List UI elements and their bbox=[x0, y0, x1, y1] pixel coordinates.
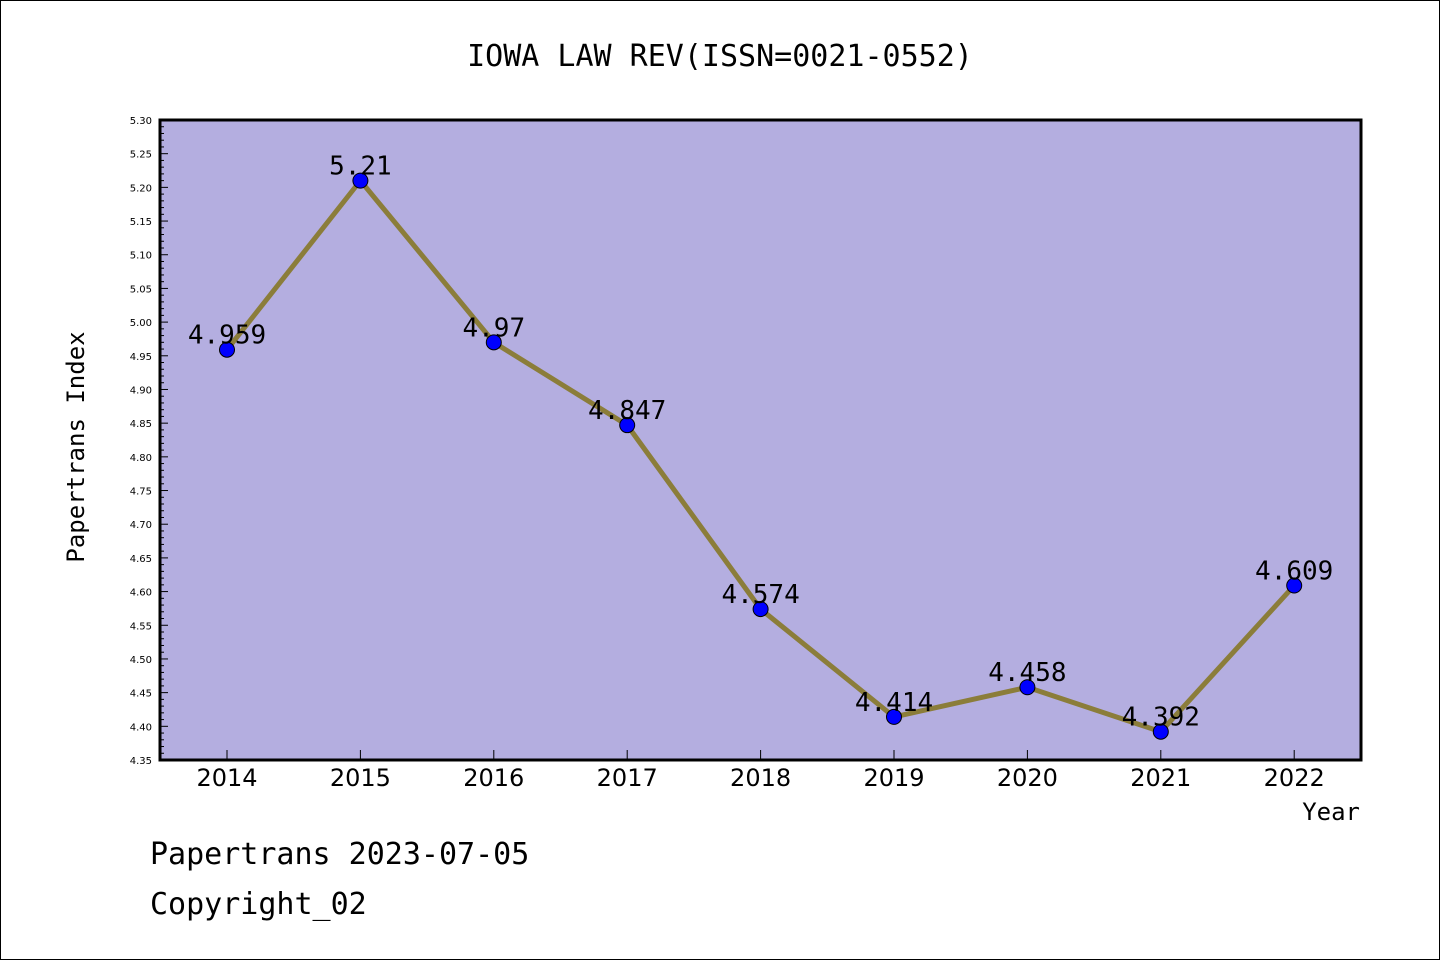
y-tick-label: 4.85 bbox=[130, 419, 152, 430]
x-tick-label: 2021 bbox=[1130, 764, 1191, 792]
chart-title: IOWA LAW REV(ISSN=0021-0552) bbox=[467, 39, 973, 74]
x-tick-label: 2018 bbox=[730, 764, 791, 792]
y-tick-label: 5.10 bbox=[130, 251, 152, 262]
data-point bbox=[619, 417, 636, 434]
y-tick-label: 5.15 bbox=[130, 217, 152, 228]
data-label: 4.574 bbox=[721, 580, 799, 610]
data-point bbox=[219, 341, 235, 358]
x-tick-label: 2022 bbox=[1264, 764, 1325, 792]
x-tick-label: 2015 bbox=[330, 764, 391, 792]
data-label: 4.97 bbox=[462, 313, 525, 343]
y-tick-label: 4.95 bbox=[130, 352, 152, 363]
data-point bbox=[352, 172, 369, 189]
data-point bbox=[485, 334, 502, 351]
y-tick-label: 4.55 bbox=[130, 621, 152, 632]
x-tick-label: 2020 bbox=[997, 764, 1058, 792]
y-tick-label: 5.20 bbox=[130, 183, 152, 194]
data-point bbox=[1286, 577, 1303, 594]
x-tick-label: 2017 bbox=[597, 764, 658, 792]
y-tick-label: 4.75 bbox=[130, 487, 152, 498]
x-tick-label: 2014 bbox=[196, 764, 257, 792]
data-label: 5.21 bbox=[329, 152, 392, 182]
y-tick-label: 4.70 bbox=[130, 520, 152, 531]
y-tick-label: 4.90 bbox=[130, 385, 152, 396]
data-label: 4.458 bbox=[988, 658, 1066, 688]
y-axis: 4.35 4.40 4.45 4.50 4.55 4.60 4.65 4.70 4.75 4.80… bbox=[130, 116, 168, 767]
y-tick-label: 4.80 bbox=[130, 453, 152, 464]
x-axis: 2014 2015 2016 2017 2018 2019 2020 2021 2022 bbox=[196, 750, 1325, 792]
y-tick-label: 4.45 bbox=[130, 689, 152, 700]
footer-date: Papertrans 2023-07-05 bbox=[150, 837, 529, 872]
data-label: 4.609 bbox=[1255, 557, 1333, 587]
data-label: 4.392 bbox=[1122, 703, 1200, 733]
y-tick-label: 5.00 bbox=[130, 318, 152, 329]
x-tick-label: 2019 bbox=[863, 764, 924, 792]
data-point bbox=[886, 708, 902, 725]
y-tick-label: 4.65 bbox=[130, 554, 152, 565]
series-layer: 4.959 5.21 4.97 4.847 4.574 4.414 4.458 4.392 4.… bbox=[188, 152, 1333, 740]
y-tick-label: 4.40 bbox=[130, 722, 152, 733]
data-point bbox=[752, 601, 769, 618]
data-label: 4.847 bbox=[588, 396, 666, 426]
y-axis-title: Papertrans Index bbox=[62, 331, 90, 562]
y-tick-label: 5.25 bbox=[130, 150, 152, 161]
data-label: 4.959 bbox=[188, 321, 266, 351]
x-tick-label: 2016 bbox=[463, 764, 524, 792]
y-tick-label: 5.05 bbox=[130, 284, 152, 295]
data-point bbox=[1019, 679, 1036, 696]
y-tick-label: 4.60 bbox=[130, 588, 152, 599]
plot-area bbox=[158, 118, 1363, 762]
data-point bbox=[1152, 723, 1169, 740]
x-axis-title: Year bbox=[1302, 798, 1360, 826]
data-label: 4.414 bbox=[855, 688, 933, 718]
y-tick-label: 4.50 bbox=[130, 655, 152, 666]
y-tick-label: 5.30 bbox=[130, 116, 152, 127]
footer-copyright: Copyright_02 bbox=[150, 887, 367, 922]
y-tick-label: 4.35 bbox=[130, 756, 152, 767]
